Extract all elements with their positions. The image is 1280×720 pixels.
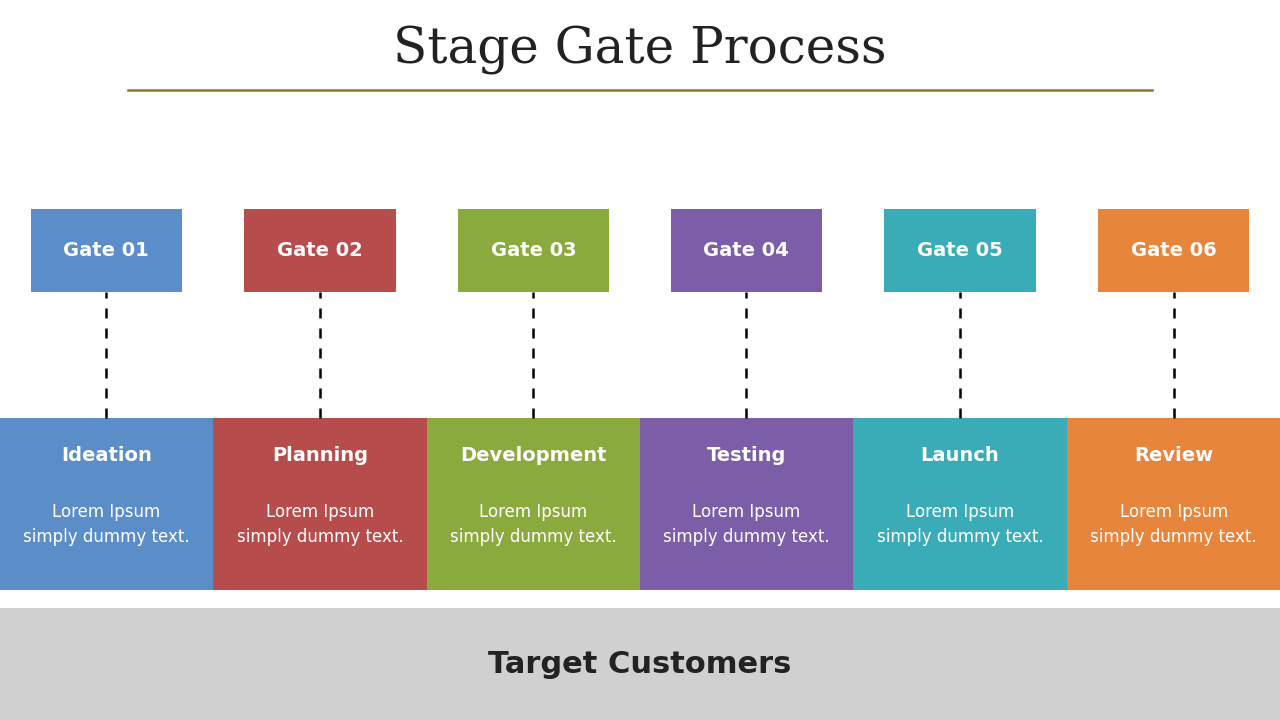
- FancyBboxPatch shape: [31, 209, 182, 292]
- Text: Lorem Ipsum
simply dummy text.: Lorem Ipsum simply dummy text.: [451, 503, 617, 546]
- Text: Stage Gate Process: Stage Gate Process: [393, 26, 887, 75]
- Text: Gate 02: Gate 02: [278, 240, 362, 260]
- FancyBboxPatch shape: [884, 209, 1036, 292]
- Text: Target Customers: Target Customers: [488, 650, 792, 679]
- Text: Gate 03: Gate 03: [490, 240, 576, 260]
- Text: Lorem Ipsum
simply dummy text.: Lorem Ipsum simply dummy text.: [877, 503, 1043, 546]
- Text: Gate 05: Gate 05: [918, 240, 1002, 260]
- Text: Testing: Testing: [707, 446, 786, 465]
- Text: Gate 04: Gate 04: [704, 240, 788, 260]
- FancyBboxPatch shape: [426, 418, 640, 590]
- FancyBboxPatch shape: [671, 209, 822, 292]
- FancyBboxPatch shape: [458, 209, 609, 292]
- Text: Planning: Planning: [273, 446, 369, 465]
- Text: Ideation: Ideation: [61, 446, 151, 465]
- Text: Gate 06: Gate 06: [1132, 240, 1216, 260]
- FancyBboxPatch shape: [214, 418, 426, 590]
- Text: Lorem Ipsum
simply dummy text.: Lorem Ipsum simply dummy text.: [1091, 503, 1257, 546]
- FancyBboxPatch shape: [0, 418, 214, 590]
- Text: Development: Development: [460, 446, 607, 465]
- FancyBboxPatch shape: [854, 418, 1066, 590]
- FancyBboxPatch shape: [0, 608, 1280, 720]
- FancyBboxPatch shape: [640, 418, 854, 590]
- Text: Lorem Ipsum
simply dummy text.: Lorem Ipsum simply dummy text.: [663, 503, 829, 546]
- Text: Lorem Ipsum
simply dummy text.: Lorem Ipsum simply dummy text.: [23, 503, 189, 546]
- Text: Review: Review: [1134, 446, 1213, 465]
- Text: Lorem Ipsum
simply dummy text.: Lorem Ipsum simply dummy text.: [237, 503, 403, 546]
- FancyBboxPatch shape: [1098, 209, 1249, 292]
- FancyBboxPatch shape: [244, 209, 396, 292]
- Text: Gate 01: Gate 01: [64, 240, 148, 260]
- FancyBboxPatch shape: [1066, 418, 1280, 590]
- Text: Launch: Launch: [920, 446, 1000, 465]
